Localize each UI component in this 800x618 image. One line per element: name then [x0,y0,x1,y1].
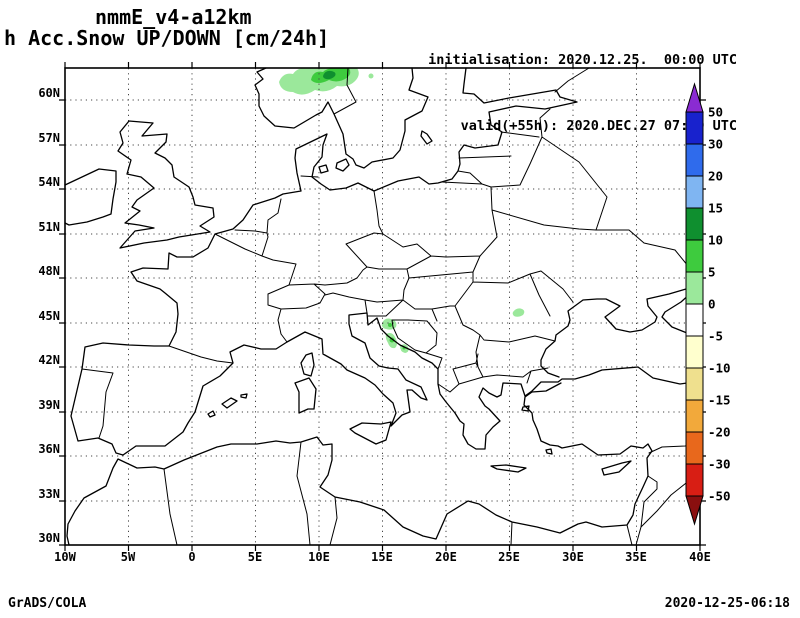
lat-axis-label: 36N [38,442,60,456]
colorbar: 50 30 20 15 10 5 0 -5 -10 -15 -20 -30 -5… [685,82,731,526]
colorbar-label: -10 [708,361,731,376]
borders-layer [81,67,701,546]
lat-axis-label: 33N [38,487,60,501]
lat-axis-label: 39N [38,398,60,412]
map-plot [59,62,706,551]
coastline-britain [117,120,215,249]
lon-axis-label: 40E [689,550,711,564]
colorbar-label: -30 [708,457,731,472]
lon-axis-label: 20E [435,550,457,564]
coastline-scandinavia [254,67,429,169]
colorbar-label: 30 [708,137,723,152]
snow-patch [368,73,374,79]
colorbar-segment [685,399,704,433]
parameter-title: h Acc.Snow UP/DOWN [cm/24h] [4,26,330,50]
colorbar-segment [685,303,704,337]
lon-axis-label: 35E [625,550,647,564]
lon-axis-label: 10W [54,550,76,564]
colorbar-segment [685,271,704,305]
axis-ticks [59,62,706,551]
colorbar-segment [685,335,704,369]
lon-axis-label: 10E [308,550,330,564]
graticule [65,68,700,545]
lat-axis-label: 45N [38,309,60,323]
coastline-blacksea [540,288,701,378]
lat-axis-label: 51N [38,220,60,234]
colorbar-arrow-up [685,82,704,113]
lon-axis-label: 5W [120,550,136,564]
snow-shading-norway [279,68,374,95]
coastline-anatolia-africa [66,382,653,546]
snow-patch [512,308,525,317]
colorbar-label: 15 [708,201,723,216]
colorbar-label: -50 [708,489,731,504]
lon-axis-label: 0 [188,550,196,564]
map-frame [64,67,701,546]
lat-axis-label: 42N [38,353,60,367]
model-title: nmmE_v4-a12km [95,5,252,29]
colorbar-segment [685,207,704,241]
lat-axis-label: 48N [38,264,60,278]
country-borders [81,67,701,546]
snow-patch [323,70,336,80]
colorbar-label: 5 [708,265,716,280]
lat-axis-label: 30N [38,531,60,545]
colorbar-segment [685,463,704,497]
colorbar-segment [685,143,704,177]
lat-axis-label: 57N [38,131,60,145]
grads-credit: GrADS/COLA [8,596,87,611]
colorbar-label: 50 [708,105,723,120]
colorbar-label: 0 [708,297,716,312]
colorbar-arrow-down [685,495,704,526]
lon-axis-label: 30E [562,550,584,564]
lat-axis-label: 54N [38,175,60,189]
lon-axis-label: 15E [371,550,393,564]
colorbar-segment [685,175,704,209]
lon-axis-label: 5E [247,550,263,564]
colorbar-label: -5 [708,329,723,344]
snow-patch [388,323,392,327]
coastline-islands [207,130,632,476]
init-time-text: initialisation: 2020.12.25. 00:00 UTC [428,52,737,68]
snow-patch [294,88,298,92]
lon-axis-label: 25E [498,550,520,564]
lat-axis-label: 60N [38,86,60,100]
colorbar-segment [685,239,704,273]
coastline-mediterranean-north [122,312,701,456]
snow-shading-carpathians [512,308,525,317]
colorbar-segment [685,367,704,401]
colorbar-segment [685,431,704,465]
colorbar-label: 20 [708,169,723,184]
colorbar-label: -15 [708,393,731,408]
colorbar-segment [685,111,704,145]
snow-patch [284,81,290,87]
colorbar-label: 10 [708,233,723,248]
creation-timestamp: 2020-12-25-06:18 [664,596,790,611]
coastline-ireland [64,168,117,226]
coastlines-layer [64,67,701,546]
colorbar-label: -20 [708,425,731,440]
coastline-atlantic-baltic [70,67,578,456]
